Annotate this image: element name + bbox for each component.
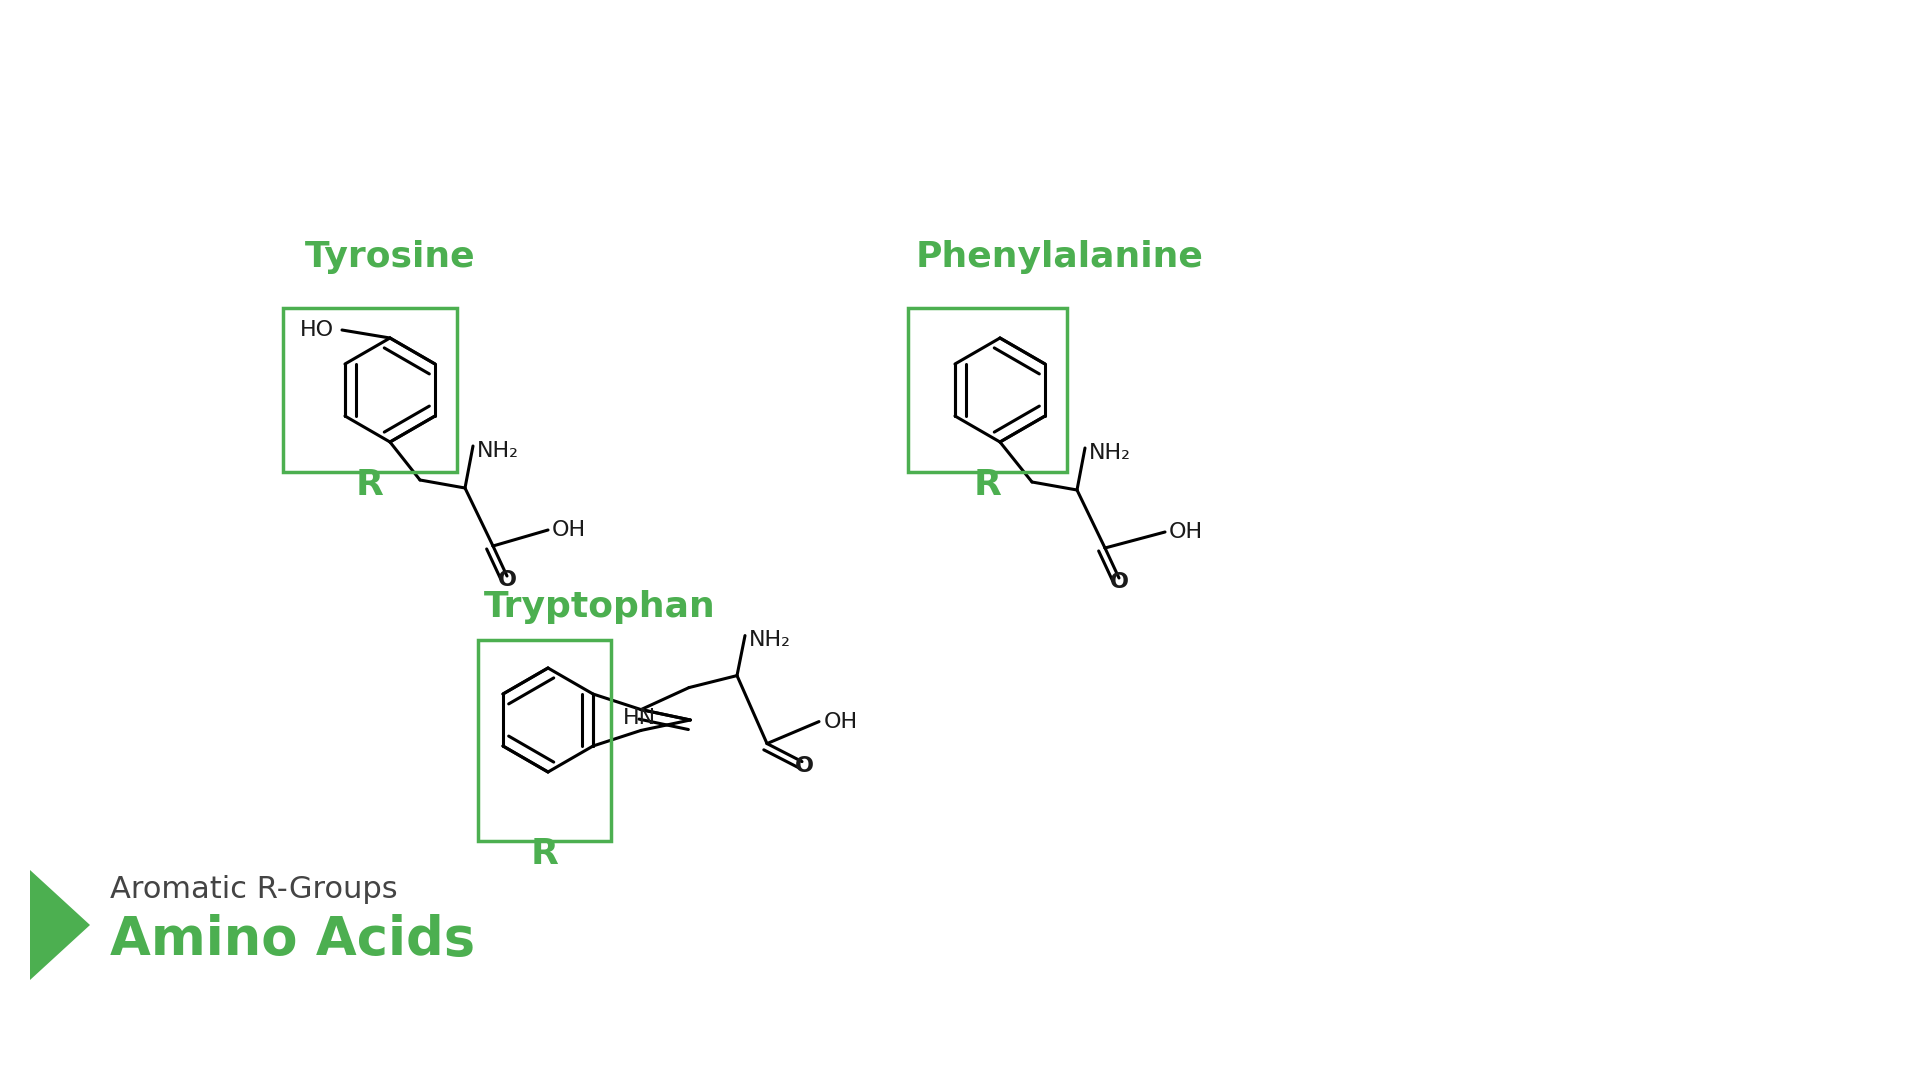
Text: Amino Acids: Amino Acids [109,914,474,966]
Text: NH₂: NH₂ [476,441,518,461]
Text: O: O [1110,572,1129,592]
Text: OH: OH [824,712,858,731]
Text: Tryptophan: Tryptophan [484,590,716,624]
Text: HO: HO [300,320,334,340]
Text: Tyrosine: Tyrosine [305,240,476,274]
Text: R: R [973,468,1002,502]
Text: OH: OH [553,519,586,540]
Bar [478,640,611,841]
Text: Aromatic R-Groups: Aromatic R-Groups [109,876,397,905]
Text: NH₂: NH₂ [1089,443,1131,463]
Text: O: O [497,570,516,590]
Text: Phenylalanine: Phenylalanine [916,240,1204,274]
Text: NH₂: NH₂ [749,630,791,649]
Text: OH: OH [1169,522,1204,542]
Bar [908,308,1068,472]
Text: O: O [795,756,814,775]
Text: R: R [530,837,559,870]
Bar [282,308,457,472]
Text: HN: HN [622,708,655,728]
Polygon shape [31,870,90,980]
Text: R: R [355,468,384,502]
